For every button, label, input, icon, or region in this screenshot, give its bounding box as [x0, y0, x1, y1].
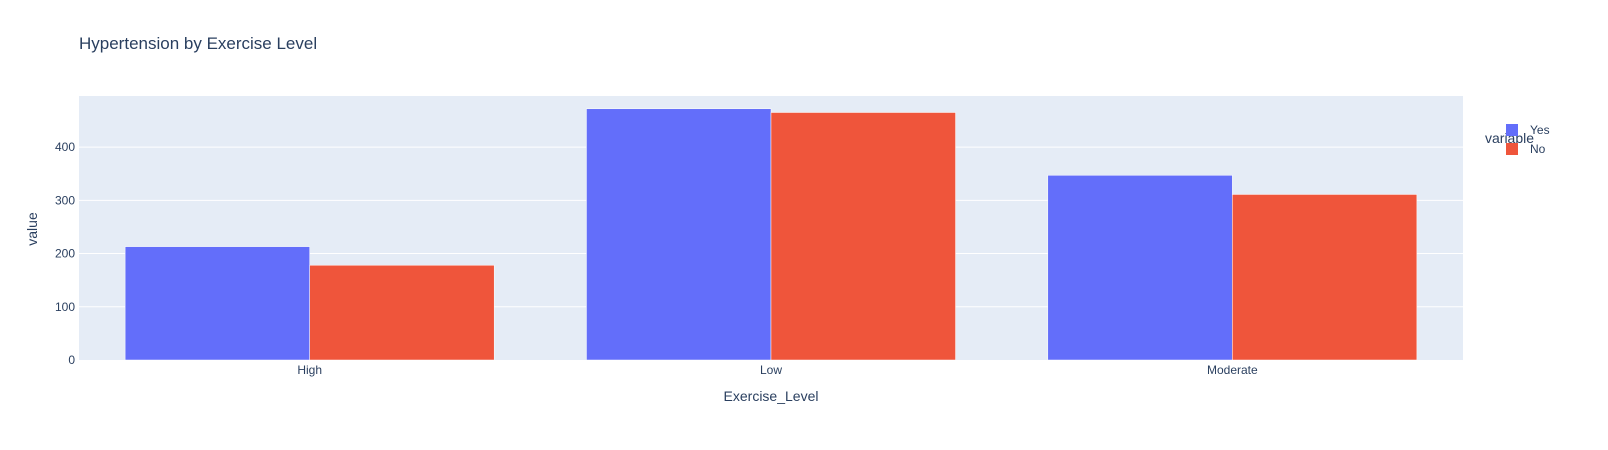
bar-no-low[interactable]: [770, 112, 956, 361]
bar-yes-high[interactable]: [124, 246, 310, 361]
x-tick-label: High: [297, 363, 322, 377]
x-axis-ticks: High Low Moderate: [297, 363, 1258, 377]
y-tick-label: 400: [55, 140, 75, 154]
legend-swatch-no[interactable]: [1506, 143, 1518, 155]
legend-swatch-yes[interactable]: [1506, 124, 1518, 136]
legend-items: Yes No: [1506, 123, 1550, 156]
y-tick-label: 200: [55, 247, 75, 261]
bars: [124, 108, 1418, 361]
bar-yes-low[interactable]: [586, 108, 772, 361]
y-tick-label: 0: [68, 353, 75, 367]
chart-title: Hypertension by Exercise Level: [79, 34, 317, 53]
bar-no-high[interactable]: [309, 265, 495, 361]
x-axis-title: Exercise_Level: [724, 388, 819, 404]
legend-label-no[interactable]: No: [1530, 142, 1546, 156]
y-axis-ticks: 0 100 200 300 400: [55, 140, 75, 367]
bar-yes-moderate[interactable]: [1047, 175, 1233, 361]
y-axis-title: value: [24, 212, 40, 246]
legend-label-yes[interactable]: Yes: [1530, 123, 1550, 137]
y-tick-label: 300: [55, 193, 75, 207]
legend-title: variable: [1485, 130, 1534, 146]
x-tick-label: Moderate: [1207, 363, 1258, 377]
legend: variable Yes No: [1485, 123, 1550, 156]
x-tick-label: Low: [760, 363, 782, 377]
y-tick-label: 100: [55, 300, 75, 314]
bar-no-moderate[interactable]: [1232, 194, 1418, 361]
